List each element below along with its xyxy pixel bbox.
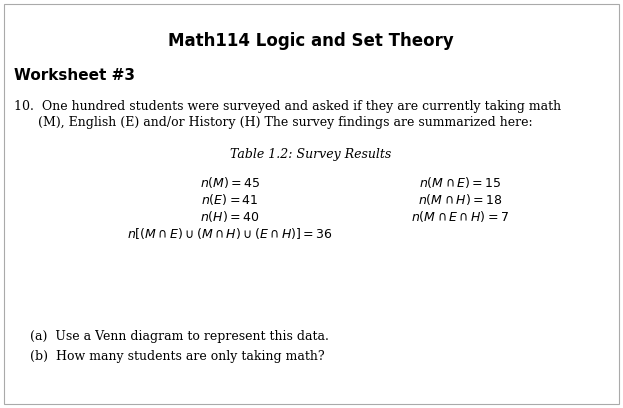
- Text: (b)  How many students are only taking math?: (b) How many students are only taking ma…: [30, 350, 325, 363]
- Text: $n(M\cap E) = 15$: $n(M\cap E) = 15$: [419, 175, 502, 190]
- Text: Table 1.2: Survey Results: Table 1.2: Survey Results: [231, 148, 392, 161]
- Text: $n[(M\cap E)\cup(M\cap H)\cup(E\cap H)] = 36$: $n[(M\cap E)\cup(M\cap H)\cup(E\cap H)] …: [127, 226, 333, 241]
- Text: $n(M) = 45$: $n(M) = 45$: [200, 175, 260, 190]
- Text: Worksheet #3: Worksheet #3: [14, 68, 135, 83]
- Text: $n(M\cap E\cap H) = 7$: $n(M\cap E\cap H) = 7$: [411, 209, 509, 224]
- Text: Math114 Logic and Set Theory: Math114 Logic and Set Theory: [168, 32, 454, 50]
- Text: (a)  Use a Venn diagram to represent this data.: (a) Use a Venn diagram to represent this…: [30, 330, 329, 343]
- Text: (M), English (E) and/or History (H) The survey findings are summarized here:: (M), English (E) and/or History (H) The …: [14, 116, 533, 129]
- Text: 10.  One hundred students were surveyed and asked if they are currently taking m: 10. One hundred students were surveyed a…: [14, 100, 561, 113]
- Text: $n(H) = 40$: $n(H) = 40$: [200, 209, 260, 224]
- Text: $n(M\cap H) = 18$: $n(M\cap H) = 18$: [418, 192, 502, 207]
- Text: $n(E) = 41$: $n(E) = 41$: [201, 192, 259, 207]
